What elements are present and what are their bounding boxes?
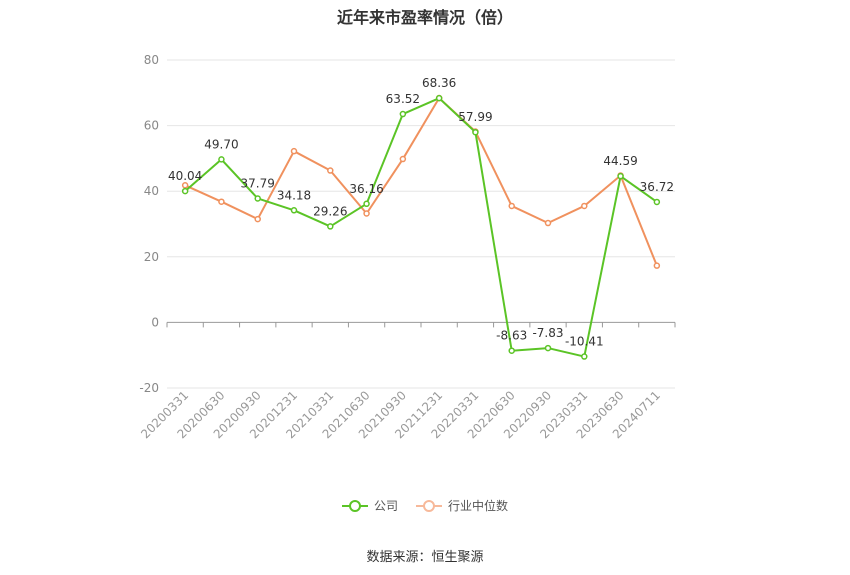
legend: 公司 行业中位数	[0, 497, 850, 514]
data-point-company	[399, 110, 407, 118]
data-point-industry-median	[218, 198, 225, 205]
data-point-industry-median	[181, 182, 189, 189]
chart-title: 近年来市盈率情况（倍）	[336, 8, 513, 27]
data-point-industry-median	[327, 167, 334, 174]
data-point-industry-median	[254, 215, 261, 223]
data-label: 36.72	[640, 180, 674, 194]
data-label: 57.99	[458, 110, 492, 124]
data-point-industry-median	[581, 202, 588, 210]
data-label: 44.59	[603, 154, 637, 168]
legend-marker-industry-median	[416, 499, 442, 512]
series-line-industry-median	[184, 97, 658, 267]
data-point-company	[581, 353, 588, 360]
data-point-industry-median	[290, 147, 298, 155]
y-tick-label: 40	[144, 184, 159, 198]
data-point-company	[617, 172, 624, 180]
y-tick-label: 20	[144, 250, 159, 264]
data-label: 40.04	[168, 169, 202, 183]
data-point-company	[508, 347, 515, 354]
y-tick-label: 60	[144, 119, 159, 133]
data-point-industry-median	[363, 210, 370, 217]
legend-marker-company	[341, 499, 368, 512]
data-point-company	[435, 94, 443, 102]
data-point-company	[327, 223, 334, 230]
grid-layer	[167, 59, 675, 389]
data-point-company	[653, 198, 661, 206]
y-tick-label: 0	[151, 315, 159, 329]
data-label: 29.26	[313, 204, 347, 218]
data-point-company	[181, 187, 189, 195]
data-label: 49.70	[204, 137, 238, 151]
y-tick-label: -20	[139, 381, 159, 395]
data-label: 37.79	[241, 176, 275, 190]
legend-label-company: 公司	[373, 499, 398, 513]
series-line-company	[184, 97, 658, 358]
data-point-company	[472, 128, 479, 136]
data-label: -7.83	[532, 326, 563, 340]
series-layer	[181, 94, 661, 360]
legend-item-company[interactable]: 公司	[341, 497, 398, 514]
data-point-industry-median	[399, 155, 407, 163]
source-note: 数据来源：恒生聚源	[366, 550, 484, 565]
data-label: 63.52	[386, 92, 420, 106]
data-label: -10.41	[565, 335, 604, 349]
data-point-company	[290, 207, 298, 214]
data-point-company	[544, 344, 552, 352]
data-label: 36.16	[349, 182, 383, 196]
data-point-industry-median	[653, 262, 661, 269]
data-label: 34.18	[277, 188, 311, 202]
data-label: 68.36	[422, 76, 456, 90]
axis-layer: -200204060802020033120200630202009302020…	[138, 53, 676, 441]
legend-item-industry-median[interactable]: 行业中位数	[416, 497, 508, 514]
y-tick-label: 80	[144, 53, 159, 67]
data-point-company	[218, 156, 225, 163]
data-point-company	[254, 195, 261, 202]
legend-label-industry-median: 行业中位数	[448, 499, 509, 513]
data-point-company	[363, 200, 370, 208]
data-label: -8.63	[496, 329, 527, 343]
data-point-industry-median	[508, 202, 515, 210]
data-point-industry-median	[544, 219, 552, 227]
